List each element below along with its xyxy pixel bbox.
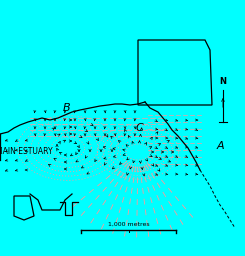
Text: B: B	[62, 102, 70, 113]
Text: N: N	[220, 77, 226, 86]
Text: A: A	[217, 141, 224, 151]
Text: 1,000 metres: 1,000 metres	[108, 221, 149, 226]
Text: MAIN ESTUARY: MAIN ESTUARY	[0, 146, 53, 156]
Text: C: C	[136, 123, 144, 133]
